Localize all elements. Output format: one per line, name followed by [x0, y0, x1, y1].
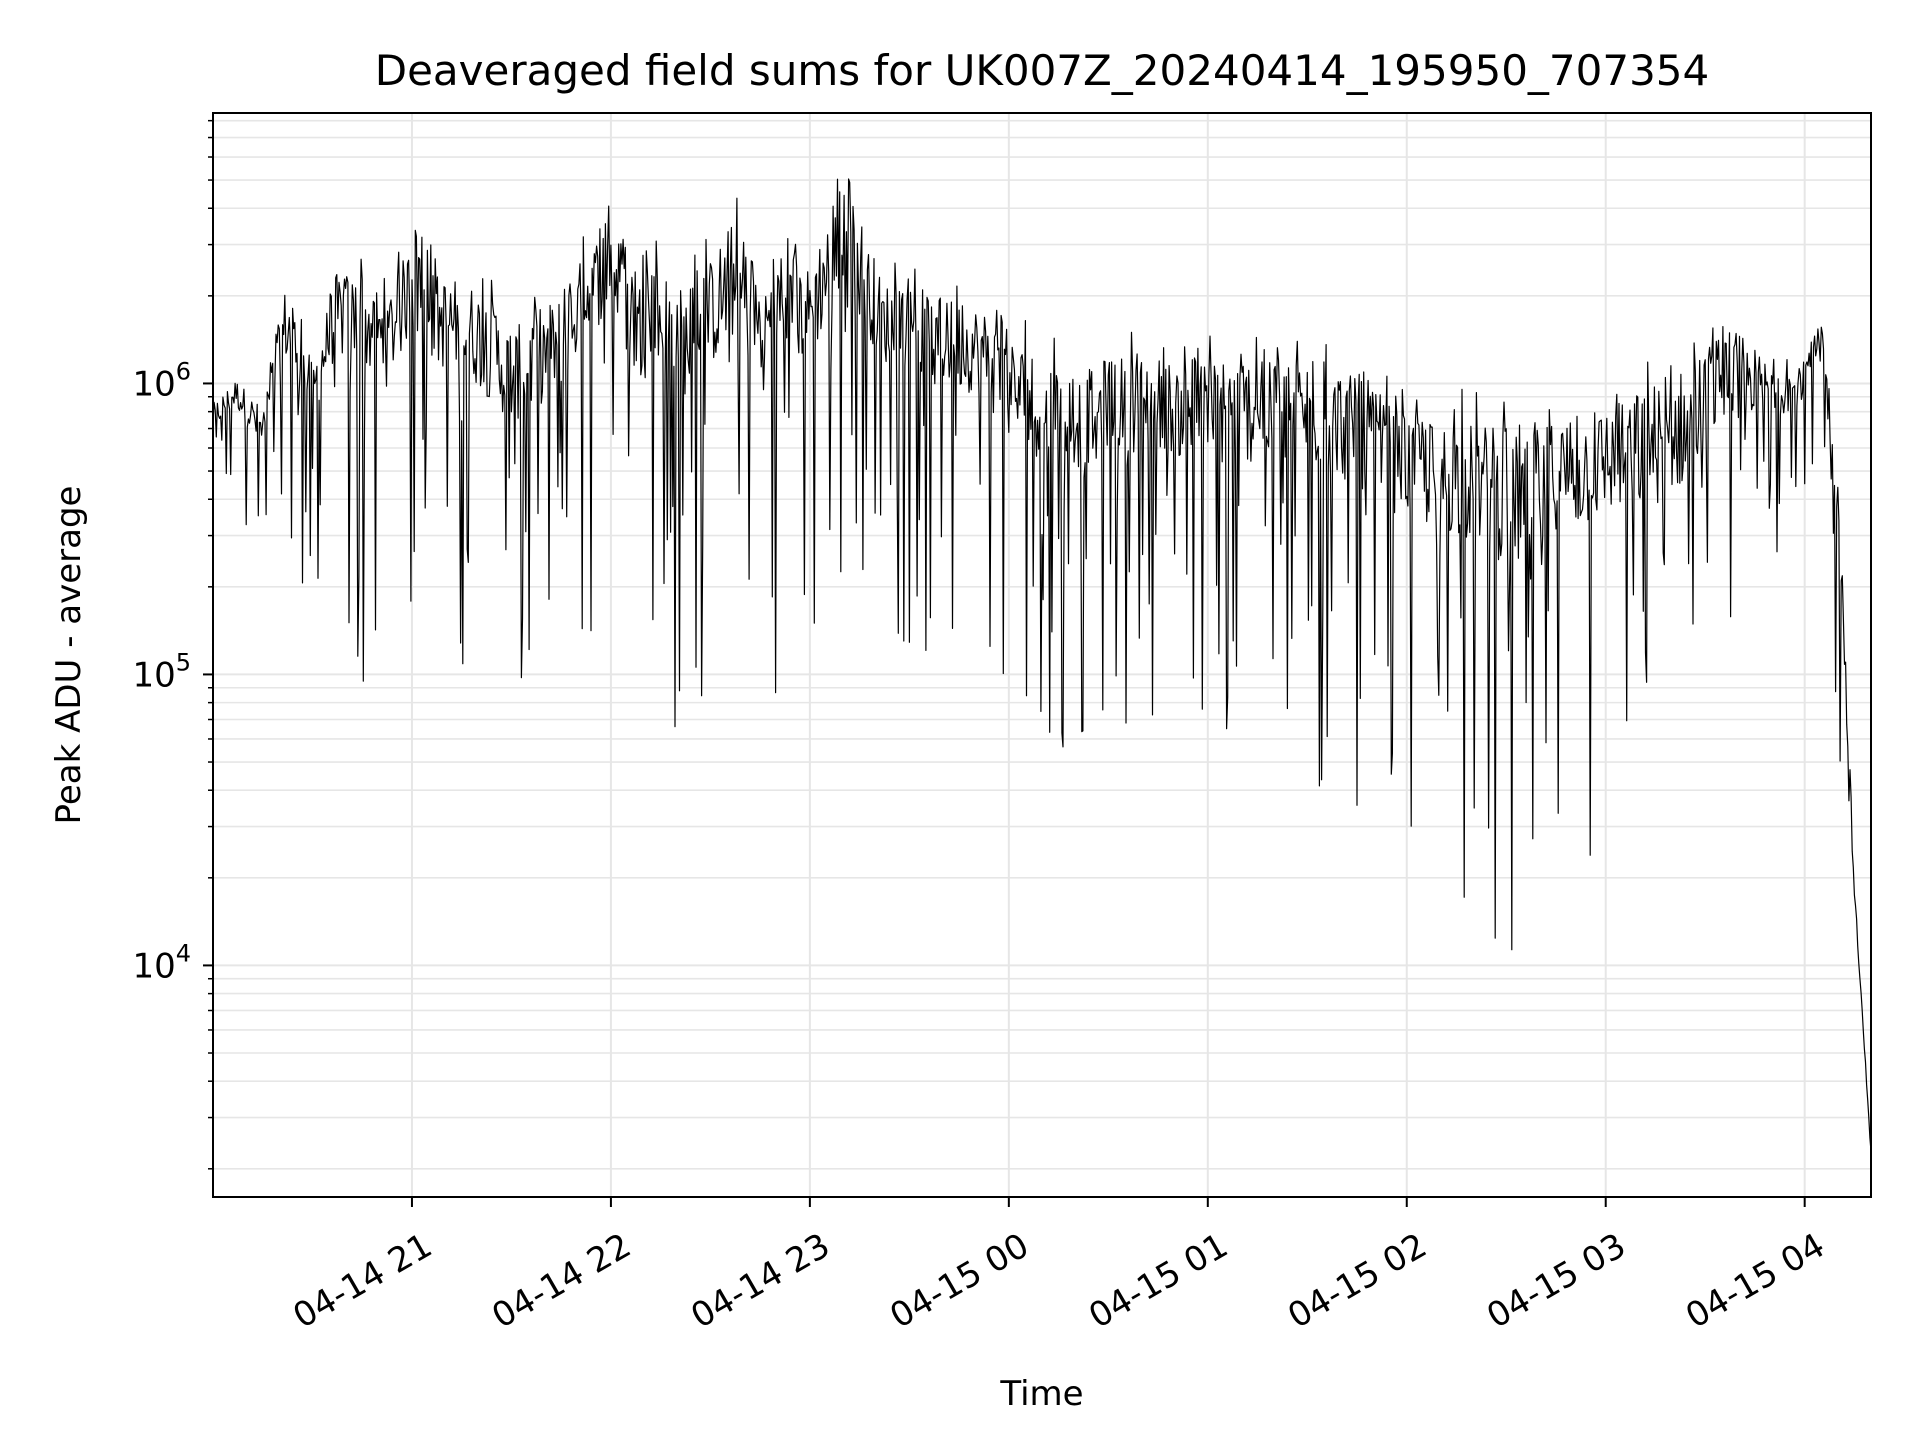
- grid: [213, 113, 1871, 1197]
- series-line: [213, 178, 1871, 1152]
- x-tick-label: 04-15 01: [1082, 1226, 1234, 1337]
- x-axis-ticks: 04-14 21 04-14 22 04-14 23 04-15 00 04-15 01…: [286, 1197, 1832, 1337]
- y-tick-label: 106: [132, 357, 191, 404]
- y-tick-label: 104: [132, 939, 191, 986]
- y-axis-ticks: 104 105 106: [132, 119, 213, 1170]
- x-tick-label: 04-14 21: [286, 1226, 438, 1337]
- y-tick-label: 105: [132, 648, 191, 695]
- x-tick-label: 04-15 04: [1679, 1226, 1831, 1337]
- x-tick-label: 04-15 02: [1281, 1226, 1433, 1337]
- chart-title: Deaveraged field sums for UK007Z_2024041…: [375, 46, 1710, 95]
- x-tick-label: 04-14 23: [684, 1226, 836, 1337]
- x-tick-label: 04-15 03: [1480, 1226, 1632, 1337]
- x-tick-label: 04-15 00: [883, 1226, 1035, 1337]
- series-layer: [213, 178, 1871, 1152]
- x-axis-label: Time: [999, 1374, 1083, 1414]
- plot-frame: [212, 112, 1872, 1198]
- y-axis-label: Peak ADU - average: [49, 486, 89, 825]
- x-tick-label: 04-14 22: [485, 1226, 637, 1337]
